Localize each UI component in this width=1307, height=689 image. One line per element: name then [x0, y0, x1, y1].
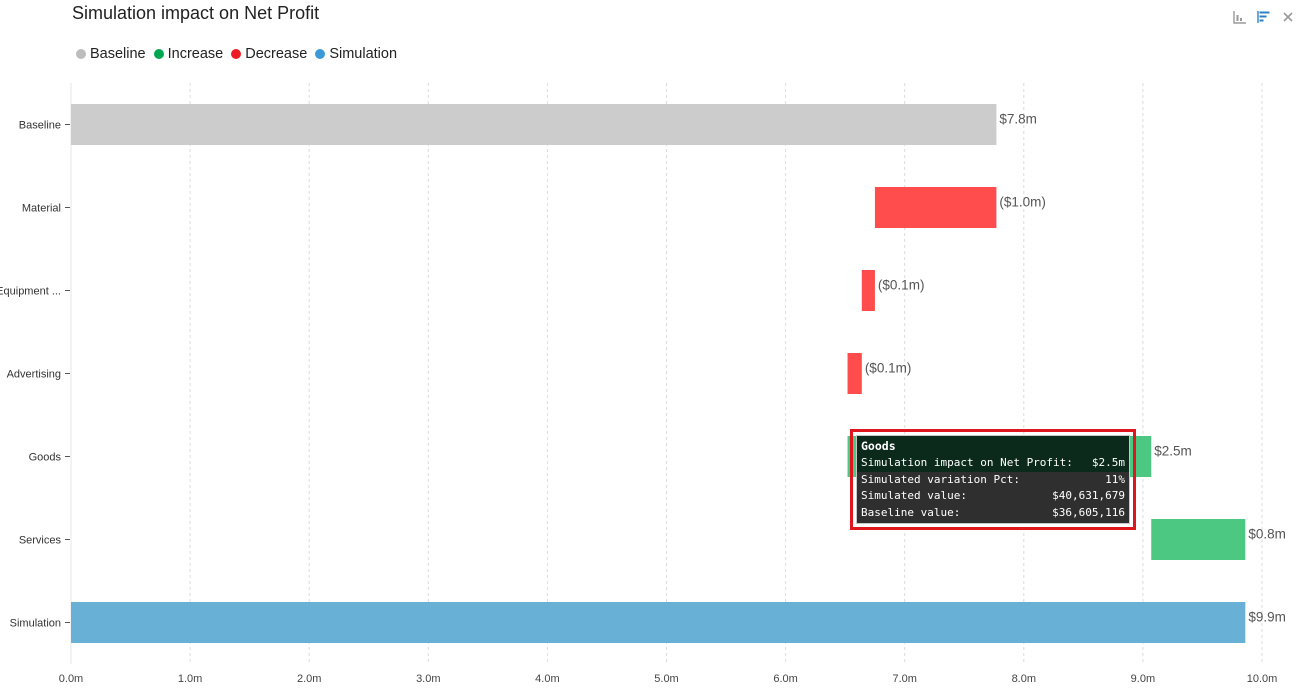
- x-tick-label: 9.0m: [1131, 673, 1155, 685]
- legend-item-baseline[interactable]: Baseline: [76, 46, 146, 62]
- tooltip-row-value: $36,605,116: [1052, 505, 1125, 519]
- data-label: $0.8m: [1248, 527, 1286, 542]
- x-tick-label: 4.0m: [535, 673, 559, 685]
- bar: [847, 353, 862, 394]
- x-tick-label: 10.0m: [1247, 673, 1278, 685]
- bar: [1151, 519, 1246, 560]
- data-label: ($0.1m): [878, 278, 925, 293]
- y-tick-label: Simulation: [10, 618, 61, 630]
- chart-type-icon[interactable]: [1231, 8, 1249, 26]
- legend-label-decrease: Decrease: [245, 46, 308, 62]
- bar: [71, 104, 997, 145]
- bar: [874, 187, 997, 228]
- legend-dot-simulation: [315, 49, 326, 59]
- y-tick-label: Material: [22, 203, 61, 215]
- y-tick-label: Services: [19, 535, 62, 547]
- y-tick-label: Goods: [29, 452, 62, 464]
- tooltip-row-label: Baseline value:: [861, 505, 961, 519]
- x-tick-label: 7.0m: [892, 673, 916, 685]
- x-tick-label: 2.0m: [297, 673, 321, 685]
- tooltip-row: Simulated variation Pct: 11%: [857, 472, 1129, 489]
- data-label: ($0.1m): [865, 361, 912, 376]
- legend-dot-baseline: [76, 49, 86, 59]
- bar: [71, 602, 1246, 643]
- y-tick-label: Equipment ...: [0, 286, 61, 298]
- data-label: $7.8m: [999, 112, 1037, 127]
- x-tick-label: 5.0m: [654, 673, 678, 685]
- x-tick-label: 1.0m: [178, 673, 202, 685]
- bar: [861, 270, 875, 311]
- legend-label-baseline: Baseline: [90, 46, 146, 62]
- legend-item-increase[interactable]: Increase: [153, 46, 224, 62]
- legend-dot-decrease: [231, 49, 242, 59]
- legend-label-simulation: Simulation: [329, 46, 398, 62]
- x-tick-label: 0.0m: [59, 673, 83, 685]
- y-tick-label: Advertising: [7, 369, 61, 381]
- sort-icon[interactable]: [1255, 8, 1273, 26]
- x-tick-label: 8.0m: [1012, 673, 1036, 685]
- x-tick-label: 3.0m: [416, 673, 440, 685]
- tooltip-row: Simulation impact on Net Profit: $2.5m: [857, 455, 1129, 472]
- tooltip-row: Baseline value: $36,605,116: [857, 505, 1129, 522]
- tooltip: Goods Simulation impact on Net Profit: $…: [856, 435, 1130, 524]
- tooltip-row-value: 11%: [1105, 472, 1125, 486]
- data-label: ($1.0m): [999, 195, 1046, 210]
- y-tick-label: Baseline: [19, 120, 61, 132]
- x-tick-label: 6.0m: [773, 673, 797, 685]
- tooltip-row-label: Simulation impact on Net Profit:: [861, 456, 1073, 469]
- chart-legend: Baseline Increase Decrease Simulation: [76, 46, 405, 62]
- tooltip-header: Goods: [857, 436, 1129, 455]
- tooltip-row: Simulated value: $40,631,679: [857, 488, 1129, 505]
- legend-item-decrease[interactable]: Decrease: [231, 46, 307, 62]
- tooltip-row-label: Simulated value:: [861, 489, 967, 502]
- data-label: $9.9m: [1248, 610, 1286, 625]
- tooltip-highlight: Goods Simulation impact on Net Profit: $…: [850, 429, 1136, 530]
- tooltip-row-value: $2.5m: [1091, 456, 1125, 469]
- close-icon[interactable]: [1279, 8, 1297, 26]
- tooltip-row-label: Simulated variation Pct:: [861, 472, 1020, 486]
- chart-title: Simulation impact on Net Profit: [72, 3, 320, 23]
- legend-item-simulation[interactable]: Simulation: [315, 46, 397, 62]
- tooltip-row-value: $40,631,679: [1052, 489, 1125, 502]
- legend-dot-increase: [153, 49, 164, 59]
- legend-label-increase: Increase: [167, 46, 224, 62]
- chart-toolbar: [1231, 8, 1297, 26]
- data-label: $2.5m: [1154, 444, 1192, 459]
